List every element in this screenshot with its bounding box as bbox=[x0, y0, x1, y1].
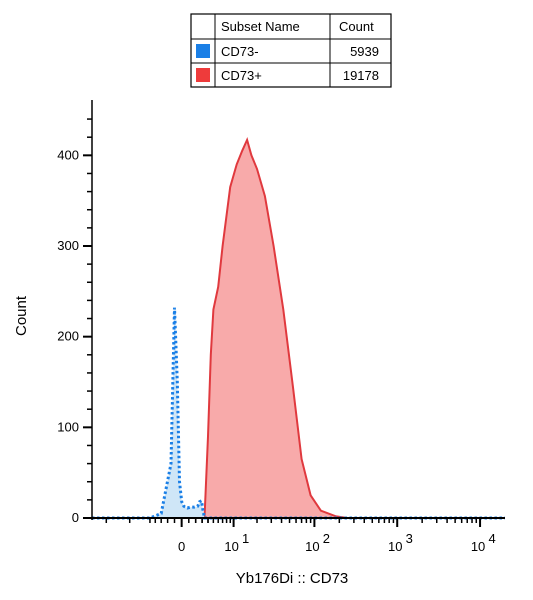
x-tick-label: 10 bbox=[388, 539, 402, 554]
legend-swatch-cd73-neg bbox=[196, 44, 210, 58]
y-tick-label: 200 bbox=[57, 329, 79, 344]
legend-name-cd73-pos: CD73+ bbox=[221, 68, 262, 83]
x-tick-label: 10 bbox=[224, 539, 238, 554]
legend-count-cd73-neg: 5939 bbox=[350, 44, 379, 59]
y-tick-label: 100 bbox=[57, 419, 79, 434]
x-tick-label: 10 bbox=[471, 539, 485, 554]
series-line-cd73- bbox=[92, 307, 505, 520]
legend-header-count: Count bbox=[339, 19, 374, 34]
series-area-cd73- bbox=[92, 307, 505, 518]
legend-table: Subset Name Count CD73- 5939 CD73+ 19178 bbox=[190, 13, 392, 88]
legend-swatch-cd73-pos bbox=[196, 68, 210, 82]
series-area-cd73+ bbox=[204, 139, 348, 518]
series-layer bbox=[92, 136, 505, 520]
y-tick-label: 0 bbox=[72, 510, 79, 525]
legend-count-cd73-pos: 19178 bbox=[343, 68, 379, 83]
series-line-cd73+ bbox=[203, 136, 348, 519]
y-tick-label: 400 bbox=[57, 147, 79, 162]
x-axis-title: Yb176Di :: CD73 bbox=[236, 570, 349, 587]
x-tick-exponent: 4 bbox=[488, 531, 495, 546]
y-axis-title: Count bbox=[13, 295, 30, 336]
legend-name-cd73-neg: CD73- bbox=[221, 44, 259, 59]
x-tick-exponent: 2 bbox=[323, 531, 330, 546]
y-tick-label: 300 bbox=[57, 238, 79, 253]
legend-header-name: Subset Name bbox=[221, 19, 300, 34]
legend-border bbox=[190, 13, 392, 88]
x-tick-label: 0 bbox=[178, 539, 185, 554]
x-tick-exponent: 3 bbox=[406, 531, 413, 546]
x-tick-label: 10 bbox=[305, 539, 319, 554]
x-tick-exponent: 1 bbox=[242, 531, 249, 546]
